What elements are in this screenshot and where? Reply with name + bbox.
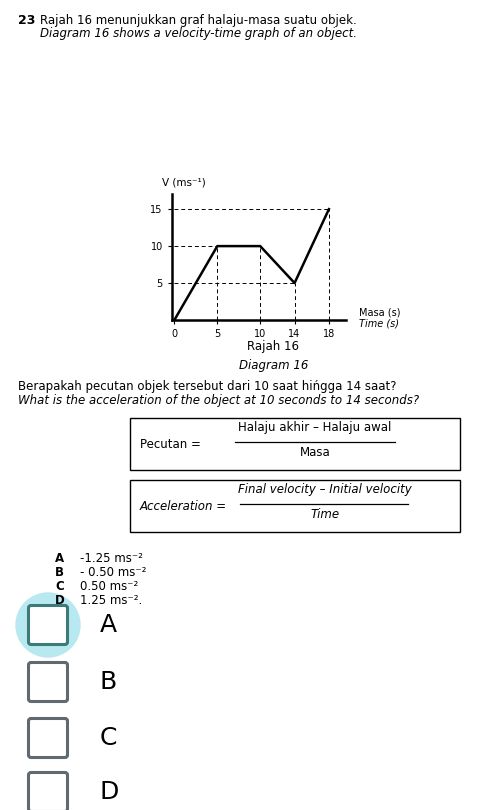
Text: Halaju akhir – Halaju awal: Halaju akhir – Halaju awal	[238, 421, 392, 434]
Text: C: C	[55, 580, 64, 593]
Text: Rajah 16 menunjukkan graf halaju-masa suatu objek.: Rajah 16 menunjukkan graf halaju-masa su…	[40, 14, 357, 27]
Text: B: B	[55, 566, 64, 579]
Text: Acceleration =: Acceleration =	[140, 500, 231, 513]
FancyBboxPatch shape	[29, 773, 67, 810]
FancyBboxPatch shape	[29, 663, 67, 701]
Text: D: D	[100, 780, 120, 804]
Text: D: D	[55, 594, 65, 607]
Text: Rajah 16: Rajah 16	[247, 340, 300, 353]
Circle shape	[16, 593, 80, 657]
Text: A: A	[100, 613, 117, 637]
Text: Time: Time	[310, 508, 340, 521]
Text: Masa (s): Masa (s)	[359, 308, 400, 318]
FancyBboxPatch shape	[130, 418, 460, 470]
Text: Diagram 16: Diagram 16	[239, 359, 308, 372]
FancyBboxPatch shape	[29, 718, 67, 757]
Text: Time (s): Time (s)	[359, 318, 399, 329]
Text: Diagram 16 shows a velocity-time graph of an object.: Diagram 16 shows a velocity-time graph o…	[40, 27, 357, 40]
Text: Pecutan =: Pecutan =	[140, 437, 205, 450]
Text: 1.25 ms⁻².: 1.25 ms⁻².	[80, 594, 142, 607]
Text: A: A	[55, 552, 64, 565]
Text: Masa: Masa	[300, 446, 331, 459]
Text: -1.25 ms⁻²: -1.25 ms⁻²	[80, 552, 143, 565]
Text: 0.50 ms⁻²: 0.50 ms⁻²	[80, 580, 138, 593]
FancyBboxPatch shape	[130, 480, 460, 532]
Text: V (ms⁻¹): V (ms⁻¹)	[162, 177, 205, 187]
Text: Final velocity – Initial velocity: Final velocity – Initial velocity	[238, 483, 412, 496]
Text: - 0.50 ms⁻²: - 0.50 ms⁻²	[80, 566, 146, 579]
FancyBboxPatch shape	[29, 606, 67, 645]
Text: B: B	[100, 670, 117, 694]
Text: C: C	[100, 726, 118, 750]
Text: What is the acceleration of the object at 10 seconds to 14 seconds?: What is the acceleration of the object a…	[18, 394, 419, 407]
Text: Berapakah pecutan objek tersebut dari 10 saat hińgga 14 saat?: Berapakah pecutan objek tersebut dari 10…	[18, 380, 396, 393]
Text: 23: 23	[18, 14, 35, 27]
